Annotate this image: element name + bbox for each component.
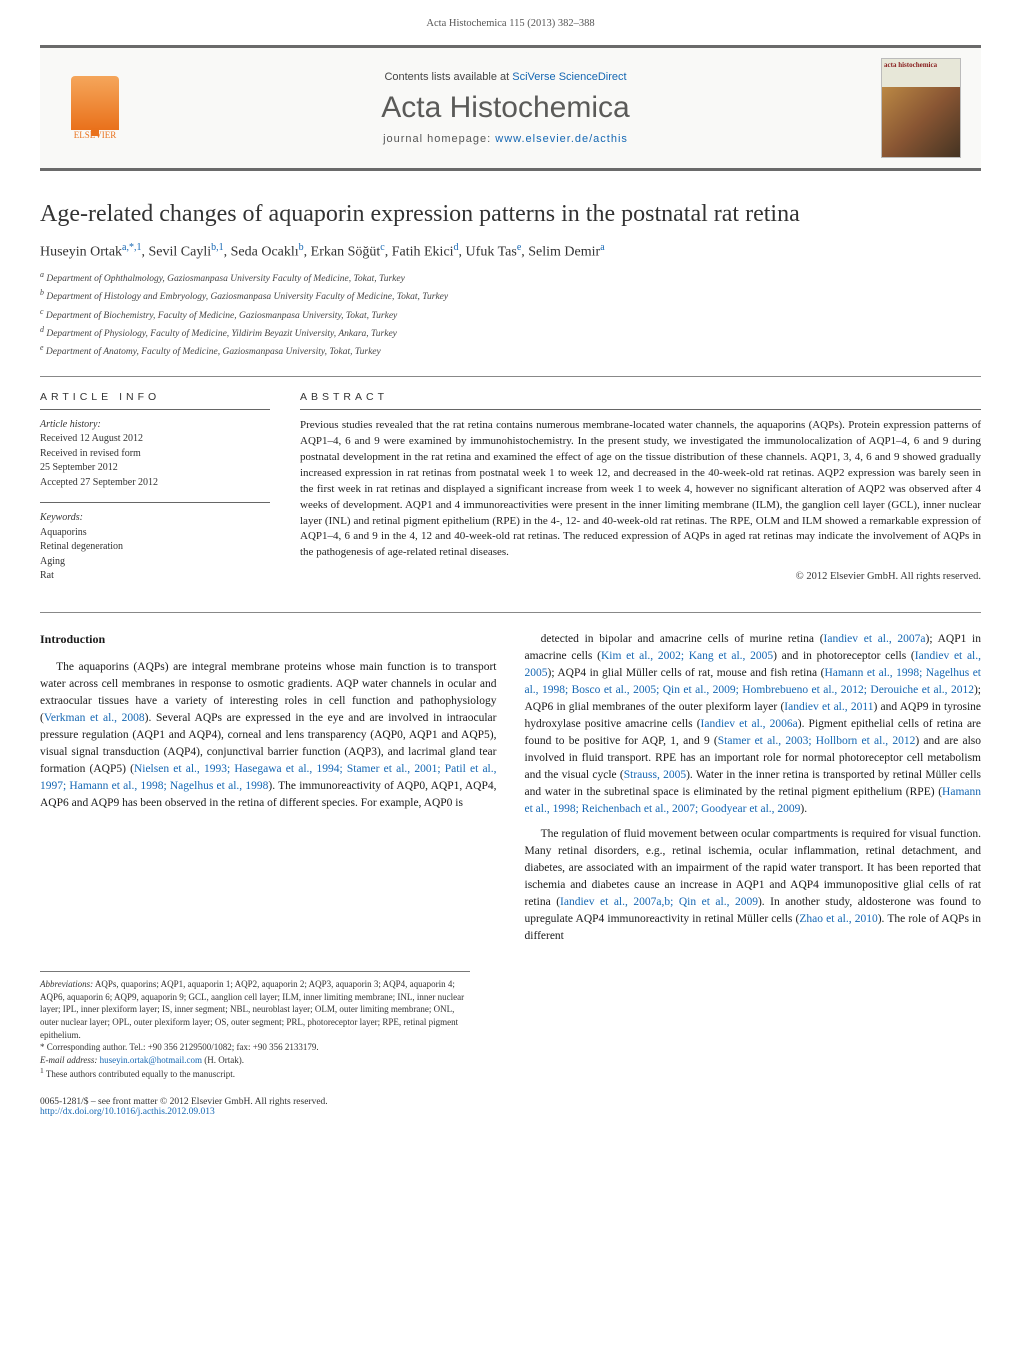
front-matter-footer: 0065-1281/$ – see front matter © 2012 El…	[40, 1097, 981, 1117]
elsevier-logo: ELSEVIER	[60, 68, 130, 148]
abbrev-text: AQPs, quaporins; AQP1, aquaporin 1; AQP2…	[40, 979, 464, 1039]
article-info-label: ARTICLE INFO	[40, 391, 270, 403]
keyword-item: Aging	[40, 555, 270, 570]
body-left-column: Introduction The aquaporins (AQPs) are i…	[40, 631, 497, 953]
body-paragraph: detected in bipolar and amacrine cells o…	[525, 631, 982, 818]
corresponding-author-note: * Corresponding author. Tel.: +90 356 21…	[40, 1041, 470, 1054]
homepage-line: journal homepage: www.elsevier.de/acthis	[130, 133, 881, 145]
body-paragraph: The aquaporins (AQPs) are integral membr…	[40, 659, 497, 812]
affiliation-item: e Department of Anatomy, Faculty of Medi…	[40, 342, 981, 359]
history-line: Received in revised form	[40, 447, 270, 462]
keywords-label: Keywords:	[40, 511, 270, 526]
homepage-link[interactable]: www.elsevier.de/acthis	[495, 133, 628, 145]
affiliation-list: a Department of Ophthalmology, Gaziosman…	[40, 269, 981, 360]
running-header: Acta Histochemica 115 (2013) 382–388	[0, 0, 1021, 35]
author-list: Huseyin Ortaka,*,1, Sevil Caylib,1, Seda…	[40, 242, 981, 261]
email-label: E-mail address:	[40, 1055, 100, 1065]
homepage-prefix: journal homepage:	[383, 133, 495, 145]
history-label: Article history:	[40, 418, 270, 433]
article-title: Age-related changes of aquaporin express…	[40, 201, 981, 228]
sciencedirect-link[interactable]: SciVerse ScienceDirect	[512, 71, 626, 83]
cover-title: acta histochemica	[882, 59, 960, 87]
footnote-1-icon: 1	[40, 1066, 44, 1075]
introduction-heading: Introduction	[40, 631, 497, 649]
doi-link[interactable]: http://dx.doi.org/10.1016/j.acthis.2012.…	[40, 1107, 215, 1117]
elsevier-tree-icon	[71, 76, 119, 130]
keyword-item: Rat	[40, 569, 270, 584]
email-link[interactable]: huseyin.ortak@hotmail.com	[100, 1055, 202, 1065]
equal-text: These authors contributed equally to the…	[46, 1069, 235, 1079]
abstract-label: ABSTRACT	[300, 391, 981, 403]
keyword-item: Aquaporins	[40, 526, 270, 541]
equal-contribution-note: 1 These authors contributed equally to t…	[40, 1066, 470, 1081]
divider	[40, 612, 981, 613]
history-line: 25 September 2012	[40, 461, 270, 476]
keyword-item: Retinal degeneration	[40, 540, 270, 555]
history-line: Received 12 August 2012	[40, 432, 270, 447]
abstract-text: Previous studies revealed that the rat r…	[300, 418, 981, 561]
article-history: Article history: Received 12 August 2012…	[40, 418, 270, 491]
history-line: Accepted 27 September 2012	[40, 476, 270, 491]
asterisk-icon: *	[40, 1042, 47, 1052]
affiliation-item: b Department of Histology and Embryology…	[40, 287, 981, 304]
email-suffix: (H. Ortak).	[202, 1055, 244, 1065]
affiliation-item: a Department of Ophthalmology, Gaziosman…	[40, 269, 981, 286]
contents-line: Contents lists available at SciVerse Sci…	[130, 71, 881, 83]
journal-name: Acta Histochemica	[130, 91, 881, 125]
abbrev-label: Abbreviations:	[40, 979, 93, 989]
abbreviations-note: Abbreviations: AQPs, quaporins; AQP1, aq…	[40, 978, 470, 1041]
journal-cover-thumbnail: acta histochemica	[881, 58, 961, 158]
journal-banner: ELSEVIER Contents lists available at Sci…	[40, 45, 981, 171]
footnotes: Abbreviations: AQPs, quaporins; AQP1, aq…	[40, 971, 470, 1081]
abstract-copyright: © 2012 Elsevier GmbH. All rights reserve…	[300, 571, 981, 582]
article-info-column: ARTICLE INFO Article history: Received 1…	[40, 391, 270, 596]
affiliation-item: d Department of Physiology, Faculty of M…	[40, 324, 981, 341]
body-right-column: detected in bipolar and amacrine cells o…	[525, 631, 982, 953]
contents-prefix: Contents lists available at	[384, 71, 512, 83]
divider	[40, 376, 981, 377]
email-note: E-mail address: huseyin.ortak@hotmail.co…	[40, 1054, 470, 1067]
keywords-block: Keywords: AquaporinsRetinal degeneration…	[40, 511, 270, 584]
affiliation-item: c Department of Biochemistry, Faculty of…	[40, 306, 981, 323]
cover-image-icon	[882, 87, 960, 157]
issn-line: 0065-1281/$ – see front matter © 2012 El…	[40, 1097, 981, 1107]
body-paragraph: The regulation of fluid movement between…	[525, 826, 982, 945]
corresponding-text: Corresponding author. Tel.: +90 356 2129…	[47, 1042, 319, 1052]
abstract-column: ABSTRACT Previous studies revealed that …	[300, 391, 981, 596]
